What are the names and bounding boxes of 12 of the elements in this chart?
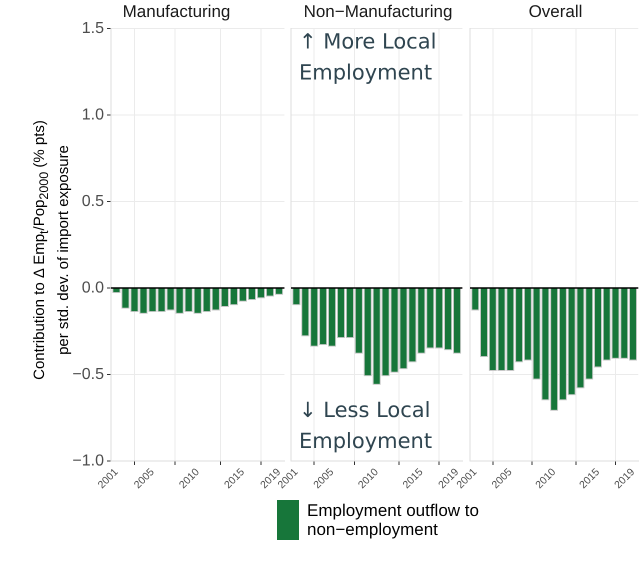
y-tick-label: 0.5 — [82, 192, 104, 210]
y-tick-label: 1.0 — [82, 106, 104, 124]
y-tick-label: 0.0 — [82, 279, 104, 296]
chart-title: Non−Manufacturing — [304, 2, 452, 21]
y-tick-label: 1.5 — [82, 20, 104, 37]
chart-title: Overall — [528, 2, 582, 21]
chart-title: Manufacturing — [122, 2, 230, 21]
annotation: ↓ Less Local Employment — [299, 398, 432, 453]
y-tick-label: −1.0 — [72, 452, 104, 470]
annotation: ↑ More Local Employment — [299, 29, 436, 84]
y-tick-label: −0.5 — [72, 366, 104, 383]
legend-label: Employment outflow to non−employment — [307, 501, 479, 539]
